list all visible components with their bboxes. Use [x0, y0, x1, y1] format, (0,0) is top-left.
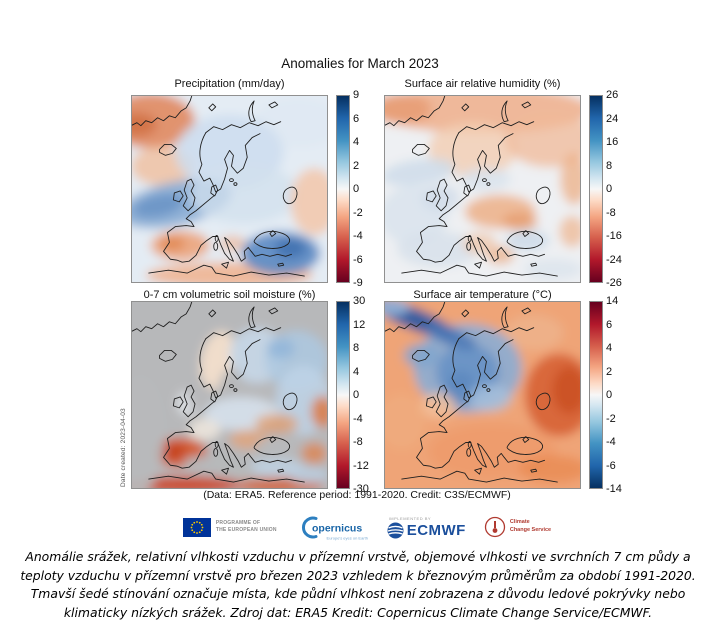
panel-title-temperature: Surface air temperature (°C) — [413, 289, 552, 301]
map-soil-moisture — [131, 301, 328, 489]
c3s-thermometer-icon — [484, 516, 505, 538]
implemented-by-label: IMPLEMENTED BY — [388, 515, 432, 521]
tick-label: 24 — [606, 112, 619, 125]
map-border — [384, 301, 581, 489]
colorbar-humidity — [589, 95, 603, 283]
tick-label: -2 — [353, 206, 363, 219]
c3s-wordmark: Climate Change Service — [509, 519, 552, 533]
tick-label: -26 — [606, 277, 622, 289]
tick-label: 16 — [606, 136, 619, 148]
tick-label: 4 — [353, 136, 360, 148]
tick-label: 0 — [353, 183, 360, 195]
map-precipitation — [131, 95, 328, 283]
colorbar-ticks-humidity: 26 24 16 8 0 -8 -16 -24 -26 — [606, 89, 634, 289]
tick-label: 4 — [606, 342, 613, 354]
tick-label: 8 — [606, 159, 613, 172]
map-border — [131, 301, 328, 489]
tick-label: 0 — [353, 389, 360, 401]
tick-label: 0 — [606, 389, 613, 401]
logo-row: PROGRAMME OF THE EUROPEAN UNION opernicu… — [131, 511, 603, 543]
map-humidity — [384, 95, 581, 283]
ecmwf-globe-icon — [387, 522, 404, 538]
map-temperature — [384, 301, 581, 489]
svg-text:Europe's eyes on Earth: Europe's eyes on Earth — [326, 535, 367, 540]
tick-label: 12 — [353, 318, 366, 331]
colorbar-ticks-temperature: 14 6 4 2 0 -2 -4 -6 -14 — [606, 295, 634, 495]
tick-label: -4 — [353, 412, 363, 425]
eu-programme-label: PROGRAMME OF THE EUROPEAN UNION — [215, 519, 277, 534]
tick-label: 0 — [606, 183, 613, 195]
tick-label: 26 — [606, 89, 619, 101]
anomaly-field — [384, 301, 581, 489]
colorbar-ticks-soil-moisture: 30 12 8 4 0 -4 -8 -12 -30 — [353, 295, 381, 495]
figure-title: Anomalies for March 2023 — [281, 56, 439, 71]
colorbar-precipitation — [336, 95, 350, 283]
ecmwf-logo: IMPLEMENTED BY ECMWF — [387, 516, 466, 539]
anomaly-field — [131, 301, 328, 489]
panel-title-soil-moisture: 0-7 cm volumetric soil moisture (%) — [143, 289, 316, 301]
anomaly-field — [384, 95, 581, 283]
eu-flag-icon — [182, 517, 211, 537]
tick-label: -30 — [353, 483, 369, 495]
ecmwf-wordmark: ECMWF — [406, 521, 466, 539]
tick-label: 9 — [353, 89, 360, 101]
colorbar-temperature — [589, 301, 603, 489]
tick-label: 4 — [353, 365, 360, 378]
map-border — [131, 95, 328, 283]
tick-label: -24 — [606, 253, 622, 266]
tick-label: 14 — [606, 295, 619, 307]
tick-label: -8 — [353, 436, 363, 448]
copernicus-c-swoosh-icon: opernicus Europe's eyes on Earth — [301, 516, 368, 540]
tick-label: 8 — [353, 342, 360, 354]
colorbar-ticks-precipitation: 9 6 4 2 0 -2 -4 -6 -9 — [353, 89, 381, 289]
climate-change-service-logo: Climate Change Service — [484, 516, 551, 538]
eu-programme-logo: PROGRAMME OF THE EUROPEAN UNION — [182, 517, 277, 537]
date-created-note: Date created: 2023-04-03 — [120, 408, 127, 487]
panel-title-precipitation: Precipitation (mm/day) — [174, 78, 285, 90]
tick-label: -6 — [606, 459, 616, 472]
tick-label: 30 — [353, 295, 366, 307]
copernicus-logo: opernicus Europe's eyes on Earth — [295, 514, 369, 541]
tick-label: 6 — [353, 112, 360, 125]
tick-label: 2 — [606, 365, 613, 378]
colorbar-soil-moisture — [336, 301, 350, 489]
map-border — [384, 95, 581, 283]
tick-label: -8 — [606, 206, 616, 219]
tick-label: -14 — [606, 483, 622, 495]
svg-text:opernicus: opernicus — [312, 522, 362, 534]
tick-label: -6 — [353, 253, 363, 266]
tick-label: -12 — [353, 459, 369, 472]
tick-label: 6 — [606, 318, 613, 331]
panel-title-humidity: Surface air relative humidity (%) — [404, 78, 561, 90]
tick-label: 2 — [353, 159, 360, 172]
tick-label: -9 — [353, 277, 363, 289]
data-credit-footnote: (Data: ERA5. Reference period: 1991-2020… — [203, 489, 511, 501]
tick-label: -2 — [606, 412, 616, 425]
tick-label: -4 — [606, 436, 616, 448]
anomaly-field — [131, 95, 328, 283]
tick-label: -16 — [606, 230, 622, 242]
figure-caption: Anomálie srážek, relativní vlhkosti vzdu… — [20, 549, 696, 620]
tick-label: -4 — [353, 230, 363, 242]
